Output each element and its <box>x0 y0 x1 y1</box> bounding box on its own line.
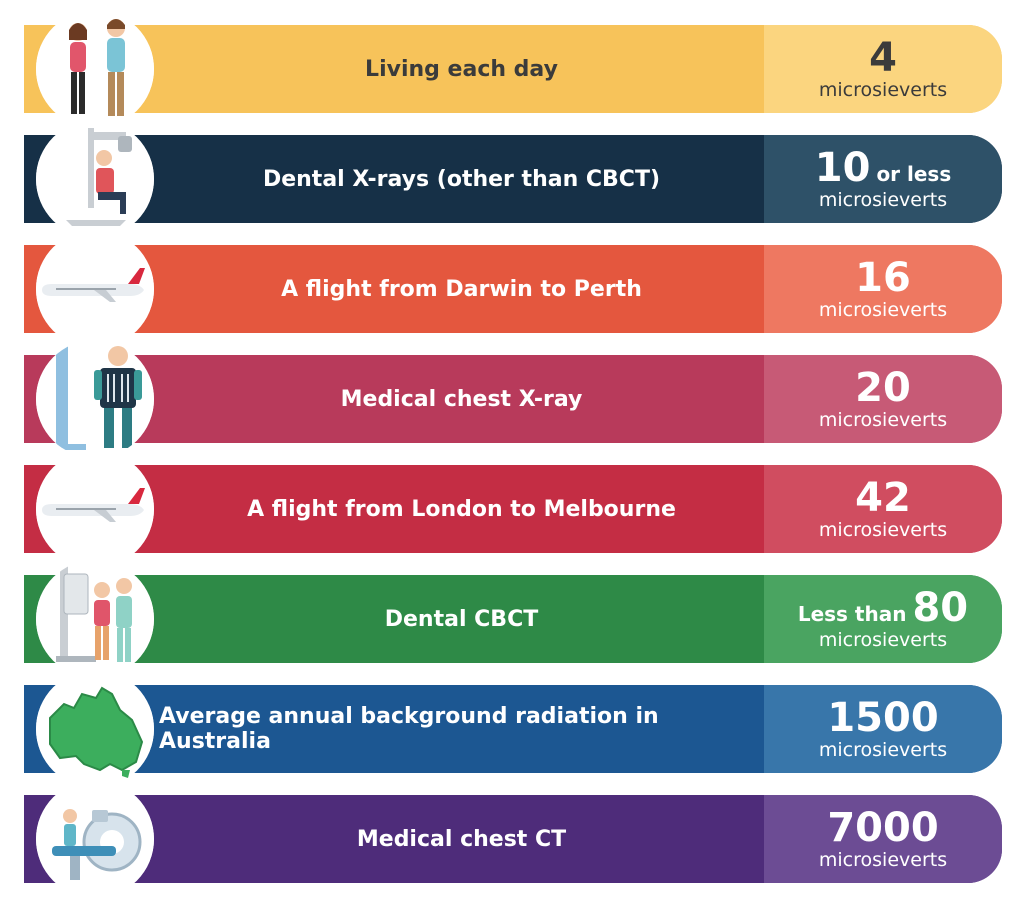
dose-row: Living each day 4 microsieverts <box>24 25 1002 113</box>
dose-amount: 42 <box>855 478 911 518</box>
dose-amount: 7000 <box>827 808 938 848</box>
dose-prefix: Less than <box>797 601 907 626</box>
dose-number: 20 <box>855 364 911 411</box>
dose-amount: 4 <box>869 38 897 78</box>
airplane-icon <box>36 450 154 568</box>
dose-row-value: 10 or less microsieverts <box>764 135 1002 223</box>
dose-row-label: Medical chest CT <box>356 826 567 852</box>
dose-amount: 10 or less <box>815 148 951 188</box>
dose-number: 42 <box>855 474 911 521</box>
dose-row-label: Average annual background radiation in A… <box>159 704 659 754</box>
dose-amount: Less than 80 <box>798 588 968 628</box>
dose-number: 1500 <box>827 694 939 741</box>
dose-number: 7000 <box>827 804 939 851</box>
dose-number: 10 <box>814 144 871 191</box>
dose-number: 16 <box>855 254 911 301</box>
dose-unit: microsieverts <box>818 628 948 651</box>
dose-row-label: Dental X-rays (other than CBCT) <box>262 166 661 192</box>
dose-row: Medical chest X-ray 20 microsieverts <box>24 355 1002 443</box>
dose-unit: microsieverts <box>818 408 948 431</box>
dose-unit: microsieverts <box>818 298 948 321</box>
two-people-icon <box>36 10 154 128</box>
dose-number: 4 <box>869 34 897 81</box>
dose-amount: 16 <box>855 258 911 298</box>
dose-row: A flight from London to Melbourne 42 micro… <box>24 465 1002 553</box>
dose-row-label: Medical chest X-ray <box>340 386 583 412</box>
dose-row: Average annual background radiation in A… <box>24 685 1002 773</box>
dose-row: Medical chest CT 7000 microsieverts <box>24 795 1002 883</box>
dose-amount: 1500 <box>827 698 938 738</box>
dose-row-value: 4 microsieverts <box>764 25 1002 113</box>
dose-row: Dental X-rays (other than CBCT) 10 or less… <box>24 135 1002 223</box>
dental-xray-icon <box>36 120 154 238</box>
dose-row-value: 7000 microsieverts <box>764 795 1002 883</box>
dose-row-value: 1500 microsieverts <box>764 685 1002 773</box>
dose-row-value: Less than 80 microsieverts <box>764 575 1002 663</box>
dose-row-value: 42 microsieverts <box>764 465 1002 553</box>
dose-amount: 20 <box>855 368 911 408</box>
dose-unit: microsieverts <box>818 188 948 211</box>
dose-row-label: Living each day <box>365 56 558 82</box>
chest-xray-icon <box>36 340 154 458</box>
dose-row-value: 16 microsieverts <box>764 245 1002 333</box>
dose-row-value: 20 microsieverts <box>764 355 1002 443</box>
airplane-icon <box>36 230 154 348</box>
dose-row: A flight from Darwin to Perth 16 microsiev… <box>24 245 1002 333</box>
dose-row-label: Dental CBCT <box>384 606 539 632</box>
dose-number: 80 <box>912 584 969 631</box>
ct-scanner-icon <box>36 780 154 898</box>
dental-cbct-icon <box>36 560 154 678</box>
dose-row-label: A flight from Darwin to Perth <box>281 276 642 302</box>
dose-row-label: A flight from London to Melbourne <box>247 496 676 522</box>
dose-unit: microsieverts <box>818 848 948 871</box>
dose-unit: microsieverts <box>818 738 948 761</box>
australia-map-icon <box>36 670 154 788</box>
dose-unit: microsieverts <box>818 78 948 101</box>
dose-row: Dental CBCT Less than 80 microsieverts <box>24 575 1002 663</box>
dose-unit: microsieverts <box>818 518 948 541</box>
dose-suffix: or less <box>876 161 952 186</box>
